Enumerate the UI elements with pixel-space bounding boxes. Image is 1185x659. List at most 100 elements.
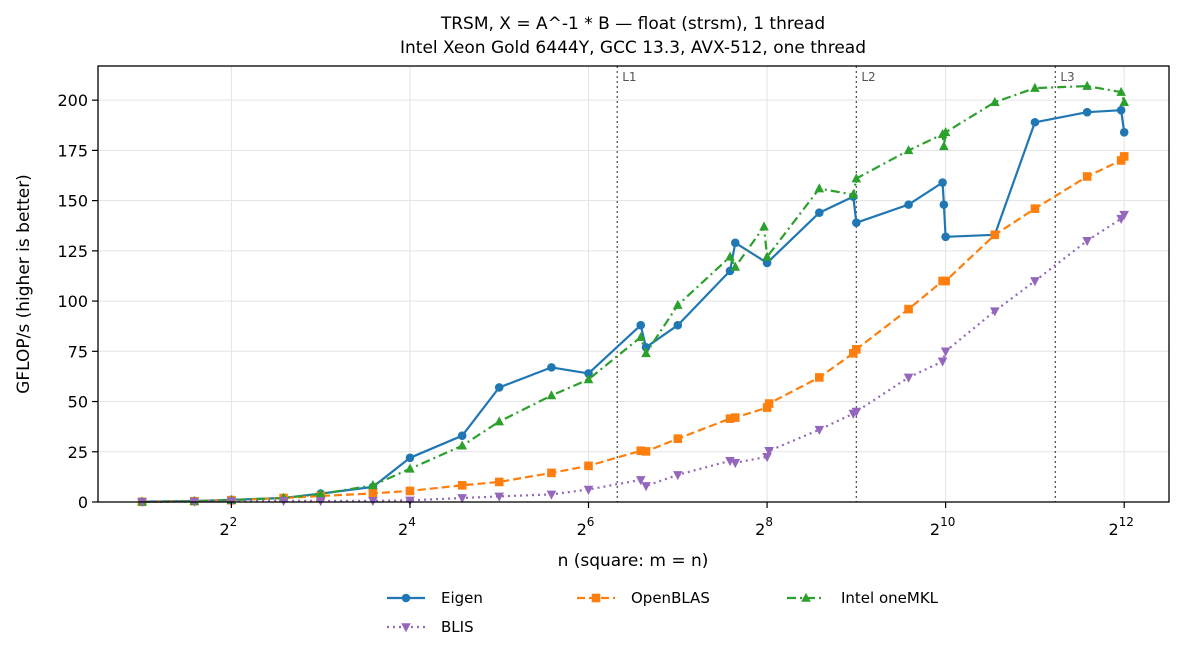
- data-point-blis: [494, 492, 505, 502]
- x-tick-exponent: 2: [230, 515, 238, 529]
- x-tick-exponent: 8: [765, 515, 773, 529]
- data-point-openblas: [941, 276, 950, 286]
- data-point-openblas: [764, 399, 774, 408]
- series-blis: [137, 210, 1129, 508]
- legend-item-intel-onemkl: Intel oneMKL: [787, 589, 939, 607]
- chart-title: TRSM, X = A^-1 * B — float (strsm), 1 th…: [440, 14, 825, 34]
- series-intel-onemkl: [137, 80, 1129, 506]
- data-point-intel-onemkl: [405, 463, 415, 473]
- data-point-eigen: [815, 208, 824, 217]
- series-line-blis: [142, 214, 1126, 503]
- data-point-openblas: [1082, 172, 1092, 181]
- data-point-intel-onemkl: [1082, 80, 1092, 90]
- data-point-openblas: [368, 489, 378, 498]
- cache-label-l1: L1: [622, 70, 636, 84]
- data-point-blis: [937, 357, 948, 367]
- data-point-intel-onemkl: [730, 261, 741, 271]
- data-point-eigen: [904, 200, 913, 209]
- data-point-openblas: [494, 477, 504, 487]
- data-point-intel-onemkl: [457, 440, 467, 450]
- data-point-blis: [940, 347, 951, 357]
- data-point-openblas: [852, 344, 861, 354]
- data-point-intel-onemkl: [939, 141, 949, 151]
- data-point-intel-onemkl: [1119, 96, 1129, 106]
- data-point-blis: [1119, 210, 1129, 220]
- x-tick-base: 2: [755, 520, 765, 539]
- x-tick-label: 24: [398, 515, 416, 539]
- y-tick-label: 25: [68, 443, 88, 462]
- x-tick-exponent: 10: [940, 515, 955, 529]
- series-eigen: [137, 105, 1129, 506]
- data-point-blis: [1082, 237, 1092, 247]
- data-point-intel-onemkl: [672, 299, 683, 309]
- data-point-blis: [903, 373, 914, 383]
- series-openblas: [137, 152, 1129, 507]
- cache-label-l2: L2: [861, 70, 875, 84]
- data-point-blis: [583, 485, 594, 495]
- data-point-blis: [635, 476, 646, 486]
- data-point-intel-onemkl: [940, 127, 951, 137]
- plot-frame: [97, 65, 1170, 503]
- data-point-openblas: [990, 230, 1000, 240]
- series-line-eigen: [142, 109, 1126, 503]
- data-point-intel-onemkl: [1030, 82, 1040, 92]
- legend-item-eigen: Eigen: [387, 589, 483, 607]
- data-point-eigen: [1116, 105, 1126, 115]
- legend: Eigen OpenBLAS Intel oneMKL BLIS: [387, 589, 939, 636]
- y-tick-label: 150: [57, 192, 88, 211]
- data-point-openblas: [1030, 204, 1040, 213]
- data-point-openblas: [641, 447, 651, 456]
- legend-item-blis: BLIS: [387, 618, 474, 636]
- x-tick-label: 28: [755, 515, 773, 539]
- legend-label: BLIS: [441, 618, 474, 636]
- data-point-intel-onemkl: [1116, 86, 1126, 96]
- x-tick-label: 210: [930, 515, 955, 539]
- data-point-intel-onemkl: [635, 331, 646, 342]
- data-point-blis: [546, 490, 557, 500]
- data-point-intel-onemkl: [759, 221, 769, 231]
- legend-swatch-marker: [801, 592, 811, 602]
- data-point-eigen: [730, 238, 740, 248]
- x-tick-exponent: 6: [587, 515, 595, 529]
- data-point-eigen: [852, 218, 861, 228]
- y-axis: 0 25 50 75 100 125 150 175 200: [57, 91, 98, 512]
- data-point-eigen: [938, 178, 947, 187]
- data-point-eigen: [584, 369, 593, 378]
- data-point-eigen: [494, 383, 504, 392]
- data-point-openblas: [673, 434, 683, 444]
- x-axis-title: n (square: m = n): [558, 551, 709, 571]
- data-point-openblas: [725, 414, 735, 423]
- x-tick-label: 212: [1108, 515, 1133, 539]
- y-tick-label: 75: [68, 342, 88, 361]
- data-point-blis: [641, 482, 651, 492]
- grid: [98, 66, 1169, 503]
- data-point-openblas: [636, 446, 646, 456]
- legend-swatch-marker: [401, 593, 411, 603]
- y-tick-label: 125: [57, 242, 88, 261]
- data-point-eigen: [405, 453, 415, 463]
- data-point-intel-onemkl: [583, 374, 594, 384]
- data-point-eigen: [1119, 128, 1129, 137]
- series-line-openblas: [142, 155, 1126, 503]
- data-point-eigen: [1082, 107, 1092, 117]
- data-point-intel-onemkl: [762, 251, 772, 261]
- data-point-intel-onemkl: [851, 173, 862, 183]
- data-point-eigen: [762, 258, 772, 268]
- data-point-intel-onemkl: [315, 488, 326, 498]
- data-point-eigen: [939, 200, 949, 209]
- data-point-intel-onemkl: [546, 390, 557, 400]
- data-point-eigen: [941, 232, 950, 242]
- data-point-eigen: [673, 320, 683, 330]
- data-point-blis: [1030, 277, 1040, 287]
- cache-label-l3: L3: [1060, 70, 1074, 84]
- data-point-intel-onemkl: [641, 348, 651, 358]
- data-point-intel-onemkl: [903, 145, 914, 155]
- x-tick-base: 2: [219, 520, 229, 539]
- data-point-eigen: [547, 363, 556, 372]
- x-tick-base: 2: [930, 520, 940, 539]
- data-point-blis: [405, 496, 415, 506]
- data-point-blis: [990, 307, 1000, 317]
- data-point-openblas: [730, 413, 740, 422]
- y-tick-label: 50: [68, 393, 88, 412]
